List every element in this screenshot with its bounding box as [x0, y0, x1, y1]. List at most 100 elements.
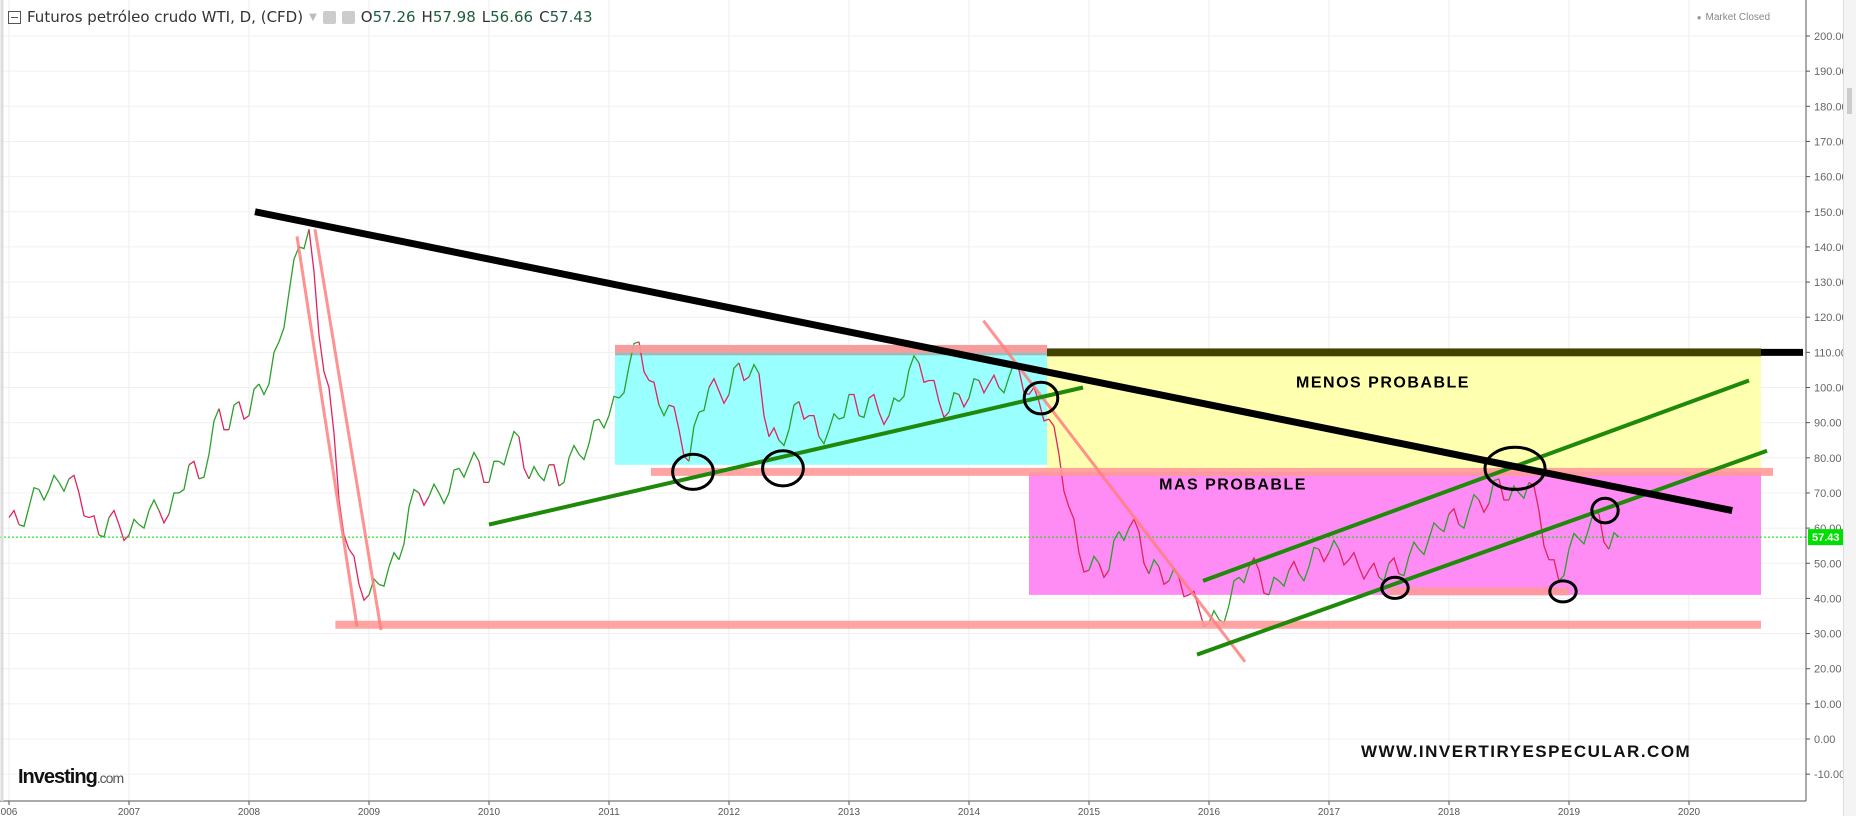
price-segment — [998, 376, 1010, 395]
y-tick-label: 190.00 — [1814, 66, 1848, 78]
price-segment — [218, 408, 229, 431]
price-segment — [178, 464, 190, 494]
trendline-fall-2014[interactable] — [982, 319, 1247, 663]
y-tick-label: 130.00 — [1814, 277, 1848, 289]
price-segment — [698, 387, 710, 413]
eye-icon[interactable] — [322, 10, 336, 24]
y-tick-label: 140.00 — [1814, 242, 1848, 254]
price-segment — [158, 510, 170, 525]
x-tick-label: 2017 — [1318, 807, 1341, 816]
price-segment — [1068, 506, 1080, 553]
price-segment — [1238, 566, 1250, 584]
price-segment — [18, 506, 30, 528]
price-segment — [1118, 527, 1130, 542]
trendline-uptrend-2010[interactable] — [488, 385, 1084, 527]
price-segment — [438, 492, 450, 506]
price-segment — [538, 464, 550, 482]
price-segment — [1188, 590, 1200, 610]
circle-annotation[interactable] — [1548, 579, 1578, 604]
y-tick-label: 110.00 — [1814, 347, 1847, 359]
gear-icon[interactable] — [341, 10, 355, 24]
y-tick-label: 30.00 — [1814, 629, 1842, 641]
y-tick-label: 70.00 — [1814, 488, 1842, 500]
collapse-icon[interactable] — [8, 10, 21, 24]
price-segment — [868, 393, 880, 413]
resistance-overlay — [1047, 348, 1761, 357]
circle-annotation[interactable] — [761, 449, 805, 488]
y-tick-label: 100.00 — [1814, 383, 1848, 395]
price-segment — [408, 488, 420, 508]
circle-annotation[interactable] — [671, 452, 715, 491]
y-tick-label: 120.00 — [1814, 312, 1848, 324]
trendline-fall-2008-a[interactable] — [295, 236, 359, 627]
price-segment — [1308, 546, 1320, 567]
price-segment — [508, 430, 520, 448]
price-segment — [478, 461, 489, 484]
price-segment — [1288, 560, 1300, 575]
price-segment — [948, 391, 960, 413]
price-segment — [548, 464, 560, 487]
y-tick-label: -10.00 — [1814, 769, 1845, 781]
price-segment — [1478, 499, 1490, 514]
price-segment — [568, 444, 580, 459]
price-segment — [428, 482, 440, 497]
price-segment — [108, 509, 120, 525]
scrollbar[interactable] — [1843, 0, 1856, 816]
y-tick-label: 200.00 — [1814, 31, 1848, 43]
price-segment — [88, 514, 100, 536]
price-segment — [278, 292, 290, 343]
price-segment — [928, 379, 940, 402]
price-segment — [448, 467, 460, 494]
price-segment — [1048, 418, 1060, 455]
price-segment — [458, 464, 470, 479]
price-segment — [648, 379, 660, 406]
price-segment — [148, 498, 160, 511]
price-segment — [1538, 510, 1550, 560]
circle-annotation[interactable] — [1590, 496, 1620, 525]
zone-label: MAS PROBABLE — [1159, 476, 1307, 493]
price-segment — [1368, 561, 1380, 578]
price-segment — [238, 401, 250, 421]
price-segment — [248, 383, 260, 416]
price-segment — [358, 584, 370, 602]
price-segment — [1408, 540, 1420, 557]
price-segment — [938, 401, 950, 419]
watermark: WWW.INVERTIRYESPECULAR.COM — [1361, 742, 1692, 761]
x-tick-label: 006 — [1, 807, 18, 816]
circle-annotation[interactable] — [1483, 445, 1547, 491]
price-segment — [628, 341, 640, 367]
price-segment — [578, 443, 590, 461]
price-segment — [848, 393, 860, 416]
circle-annotation[interactable] — [1022, 380, 1060, 416]
x-tick-label: 2015 — [1078, 807, 1101, 816]
price-segment — [38, 489, 50, 502]
price-segment — [778, 429, 790, 447]
price-segment — [48, 473, 60, 490]
price-segment — [288, 246, 300, 293]
price-segment — [788, 401, 800, 430]
price-segment — [858, 397, 870, 419]
circle-annotation[interactable] — [1380, 575, 1410, 600]
trendline-channel-lower[interactable] — [1196, 448, 1768, 657]
trendline-channel-upper[interactable] — [1202, 378, 1750, 583]
x-tick-label: 2012 — [718, 807, 741, 816]
zone-label: MENOS PROBABLE — [1296, 375, 1470, 392]
symbol-title[interactable]: Futuros petróleo crudo WTI, D, (CFD) — [27, 8, 304, 26]
price-segment — [298, 229, 310, 250]
circle-annotations[interactable] — [671, 380, 1620, 604]
chevron-down-icon[interactable]: ▼ — [309, 11, 317, 23]
price-segment — [738, 362, 750, 382]
price-segment — [588, 418, 600, 444]
market-status: Market Closed — [1697, 12, 1770, 23]
price-segment — [728, 362, 740, 395]
y-tick-label: 0.00 — [1814, 734, 1835, 746]
scrollbar-thumb[interactable] — [1847, 88, 1852, 114]
price-segment — [798, 401, 810, 421]
price-segment — [688, 411, 700, 462]
trendline-fall-2008-b[interactable] — [313, 229, 383, 631]
price-segment — [658, 404, 670, 418]
y-tick-label: 170.00 — [1814, 136, 1848, 148]
x-tick-label: 2016 — [1198, 807, 1221, 816]
